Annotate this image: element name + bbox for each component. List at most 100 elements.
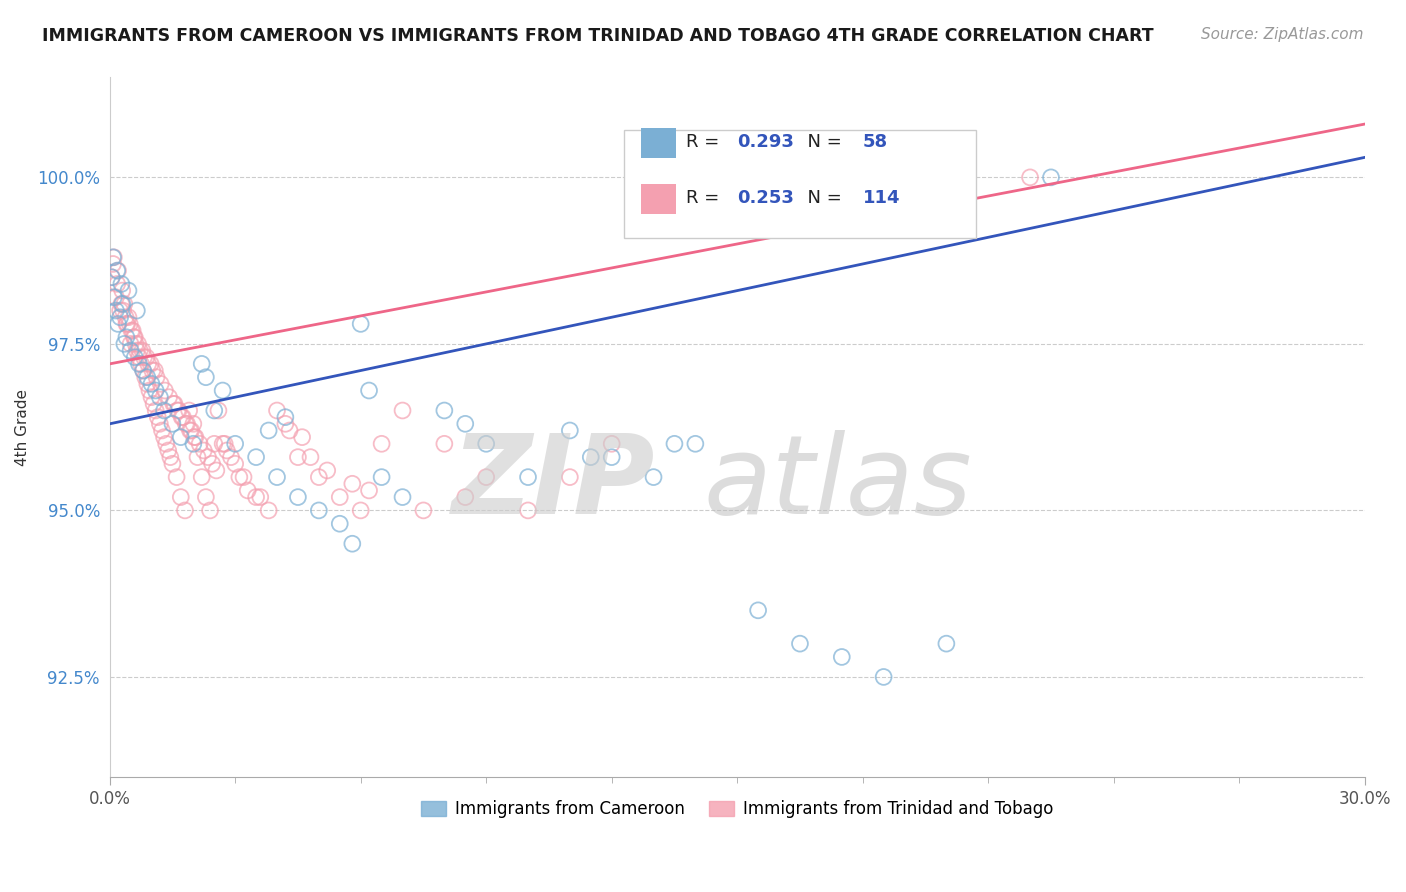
Point	[194, 370, 217, 384]
Point	[357, 483, 380, 498]
Point	[153, 403, 176, 417]
Point	[517, 470, 540, 484]
Point	[207, 403, 229, 417]
Text: ZIP: ZIP	[453, 430, 655, 537]
Text: 114: 114	[863, 189, 900, 208]
Point	[120, 337, 142, 351]
Point	[111, 284, 134, 298]
Point	[190, 470, 212, 484]
Point	[145, 370, 167, 384]
Point	[433, 403, 456, 417]
Point	[149, 376, 172, 391]
FancyBboxPatch shape	[641, 128, 676, 158]
Point	[1039, 170, 1062, 185]
Point	[579, 450, 602, 464]
Point	[132, 363, 155, 377]
Point	[831, 650, 853, 665]
Point	[685, 437, 707, 451]
Point	[219, 450, 242, 464]
Point	[190, 357, 212, 371]
Point	[138, 384, 160, 398]
Point	[155, 437, 177, 451]
Point	[308, 503, 330, 517]
Point	[872, 670, 894, 684]
Point	[391, 490, 413, 504]
Point	[600, 450, 623, 464]
Point	[105, 277, 128, 291]
Point	[145, 403, 167, 417]
Point	[183, 417, 205, 431]
FancyBboxPatch shape	[624, 130, 976, 238]
Point	[128, 350, 150, 364]
Point	[201, 457, 224, 471]
Point	[132, 350, 155, 364]
Point	[141, 363, 163, 377]
Point	[115, 317, 138, 331]
Point	[316, 463, 339, 477]
Point	[257, 424, 280, 438]
Point	[211, 384, 233, 398]
Point	[357, 384, 380, 398]
Point	[176, 417, 198, 431]
Point	[127, 337, 149, 351]
Point	[128, 357, 150, 371]
Point	[308, 470, 330, 484]
Point	[120, 343, 142, 358]
Point	[475, 437, 498, 451]
Point	[122, 330, 145, 344]
Point	[412, 503, 434, 517]
Point	[274, 410, 297, 425]
Point	[236, 483, 259, 498]
Point	[198, 503, 221, 517]
Point	[558, 470, 581, 484]
Point	[146, 410, 169, 425]
Point	[194, 490, 217, 504]
Text: N =: N =	[796, 134, 848, 152]
Point	[115, 317, 138, 331]
Point	[266, 403, 288, 417]
Point	[391, 403, 413, 417]
Point	[103, 250, 125, 264]
Point	[129, 357, 152, 371]
Text: IMMIGRANTS FROM CAMEROON VS IMMIGRANTS FROM TRINIDAD AND TOBAGO 4TH GRADE CORREL: IMMIGRANTS FROM CAMEROON VS IMMIGRANTS F…	[42, 27, 1154, 45]
Point	[157, 390, 180, 404]
Point	[517, 503, 540, 517]
Point	[136, 376, 159, 391]
Point	[188, 437, 211, 451]
Point	[132, 363, 155, 377]
Point	[172, 410, 194, 425]
Point	[329, 490, 352, 504]
Point	[100, 270, 122, 285]
Point	[117, 310, 139, 325]
Point	[162, 417, 184, 431]
Point	[162, 397, 184, 411]
Point	[104, 290, 127, 304]
Point	[202, 437, 225, 451]
Text: R =: R =	[686, 134, 724, 152]
Point	[224, 457, 246, 471]
Text: 0.253: 0.253	[737, 189, 794, 208]
Point	[121, 324, 143, 338]
Point	[370, 470, 392, 484]
Point	[100, 270, 122, 285]
Point	[249, 490, 271, 504]
Point	[287, 490, 309, 504]
Point	[350, 317, 373, 331]
Point	[245, 450, 267, 464]
Point	[125, 303, 148, 318]
Point	[157, 443, 180, 458]
Text: N =: N =	[796, 189, 848, 208]
Point	[454, 417, 477, 431]
Point	[202, 403, 225, 417]
Point	[342, 537, 364, 551]
Point	[600, 437, 623, 451]
Point	[142, 397, 165, 411]
Point	[291, 430, 314, 444]
Point	[101, 257, 124, 271]
Point	[136, 357, 159, 371]
Point	[112, 337, 135, 351]
Point	[643, 470, 665, 484]
Point	[211, 437, 233, 451]
Point	[433, 437, 456, 451]
Point	[245, 490, 267, 504]
